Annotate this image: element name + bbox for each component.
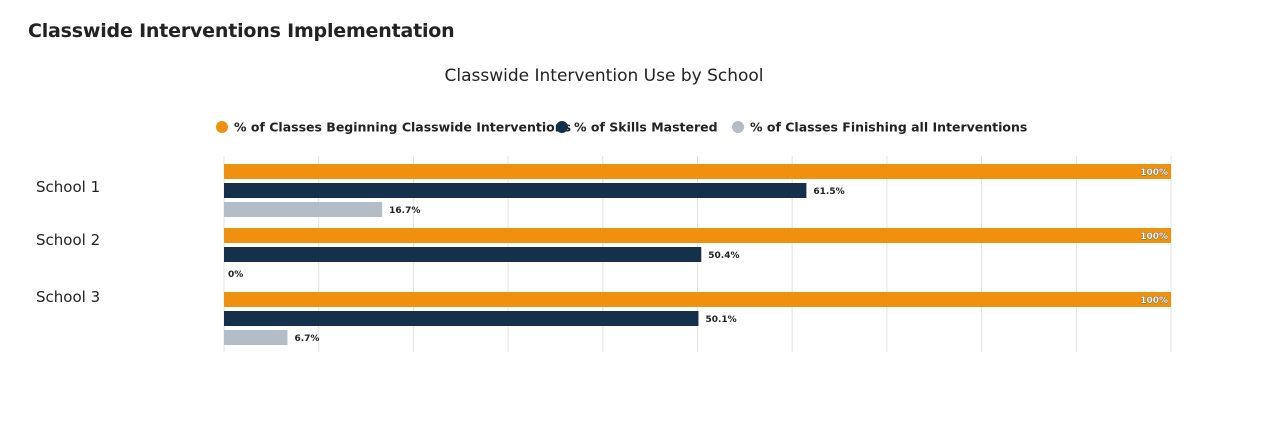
category-label: School 3 [36,288,100,306]
data-label: 100% [1140,296,1168,306]
legend-marker [732,121,744,133]
chart-legend: % of Classes Beginning Classwide Interve… [216,120,1027,135]
data-label: 6.7% [294,334,319,344]
data-label: 16.7% [389,206,420,216]
legend-label: % of Classes Beginning Classwide Interve… [234,120,571,135]
bar[interactable] [224,311,699,326]
bar[interactable] [224,164,1171,179]
data-label: 100% [1140,232,1168,242]
bar[interactable] [224,247,702,262]
data-label: 50.1% [705,315,736,325]
category-label: School 2 [36,231,100,249]
legend-item[interactable]: % of Classes Finishing all Interventions [732,120,1027,135]
bar[interactable] [224,330,288,345]
section-title: Classwide Interventions Implementation [28,20,455,42]
chart-bars: 100% 61.5% 16.7% 100% 50.4% 0% 100% 50.1% 6.7% [224,164,1171,345]
legend-marker [556,121,568,133]
bar[interactable] [224,292,1171,307]
legend-label: % of Skills Mastered [574,120,718,135]
data-label: 50.4% [708,251,739,261]
data-label: 61.5% [813,187,844,197]
category-label: School 1 [36,178,100,196]
data-label: 100% [1140,168,1168,178]
bar[interactable] [224,202,383,217]
bar[interactable] [224,228,1171,243]
legend-item[interactable]: % of Classes Beginning Classwide Interve… [216,120,571,135]
chart-title: Classwide Intervention Use by School [444,66,763,86]
legend-item[interactable]: % of Skills Mastered [556,120,718,135]
bar[interactable] [224,183,807,198]
legend-marker [216,121,228,133]
category-labels: School 1 School 2 School 3 [36,178,100,306]
legend-label: % of Classes Finishing all Interventions [750,120,1027,135]
data-label: 0% [228,270,243,280]
